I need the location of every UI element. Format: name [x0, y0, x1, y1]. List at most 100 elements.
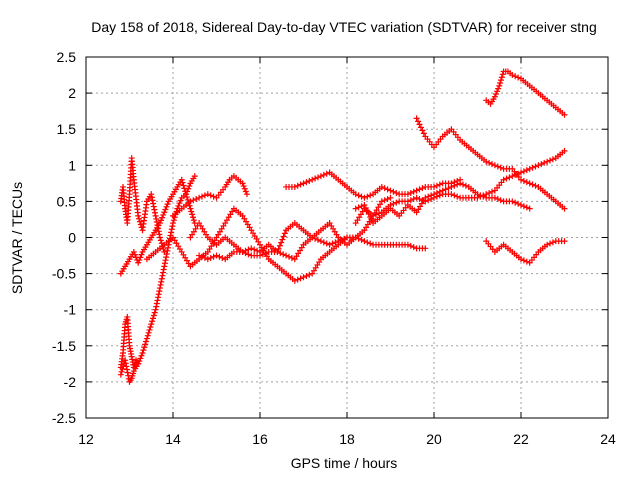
data-point — [448, 191, 455, 198]
data-point — [210, 193, 217, 200]
data-point — [358, 203, 365, 210]
data-point — [364, 208, 371, 215]
data-point — [139, 350, 146, 357]
data-point — [219, 254, 226, 261]
data-point — [532, 163, 539, 170]
data-point — [141, 344, 148, 351]
data-point — [413, 187, 420, 194]
data-point — [544, 241, 551, 248]
data-point — [367, 240, 374, 247]
data-point — [239, 180, 246, 187]
data-point — [387, 187, 394, 194]
x-tick-label: 22 — [513, 431, 529, 447]
series-track-h — [196, 234, 429, 263]
data-point — [216, 253, 223, 260]
data-point — [410, 195, 417, 202]
data-point — [422, 194, 429, 201]
y-tick-label: -1.5 — [52, 338, 76, 354]
data-point — [161, 263, 168, 270]
data-point — [155, 228, 162, 235]
data-point — [491, 194, 498, 201]
data-point — [150, 203, 157, 210]
data-point — [181, 185, 188, 192]
data-point — [262, 250, 269, 257]
series-track-b — [117, 313, 142, 371]
data-point — [242, 188, 249, 195]
x-tick-label: 20 — [426, 431, 442, 447]
data-point — [352, 205, 359, 212]
data-point — [156, 231, 163, 238]
data-point — [213, 252, 220, 259]
data-point — [122, 360, 129, 367]
data-point — [326, 241, 333, 248]
data-point — [163, 203, 170, 210]
data-point — [124, 366, 131, 373]
data-point — [148, 191, 155, 198]
data-point — [515, 74, 522, 81]
series-track-g — [187, 194, 394, 255]
data-point — [297, 181, 304, 188]
data-point — [338, 236, 345, 243]
data-point — [497, 164, 504, 171]
data-point — [362, 205, 369, 212]
data-point — [494, 88, 501, 95]
data-point — [512, 73, 519, 80]
series-track-e — [170, 173, 250, 219]
data-point — [515, 200, 522, 207]
data-point — [276, 242, 283, 249]
data-point — [140, 347, 147, 354]
data-point — [445, 185, 452, 192]
data-point — [291, 277, 298, 284]
data-point — [365, 211, 372, 218]
data-point — [122, 357, 129, 364]
data-point — [280, 251, 287, 258]
data-point — [210, 253, 217, 260]
data-point — [291, 183, 298, 190]
data-point — [163, 254, 170, 261]
y-tick-label: -2 — [64, 374, 77, 390]
data-point — [492, 91, 499, 98]
data-point — [523, 179, 530, 186]
data-point — [143, 338, 150, 345]
data-point — [207, 192, 214, 199]
data-point — [245, 251, 252, 258]
data-point — [355, 192, 362, 199]
data-point — [137, 355, 144, 362]
data-point — [489, 161, 495, 168]
data-point — [294, 182, 301, 189]
data-point — [317, 238, 324, 245]
x-tick-label: 18 — [339, 431, 355, 447]
data-point — [145, 329, 152, 336]
data-point — [425, 193, 432, 200]
data-point — [136, 257, 143, 264]
data-point — [180, 182, 187, 189]
data-point — [241, 185, 248, 192]
data-point — [506, 174, 513, 181]
data-point — [303, 273, 310, 280]
series-track-m — [483, 68, 568, 118]
data-point — [544, 158, 551, 165]
data-point — [416, 195, 423, 202]
data-point — [156, 220, 163, 227]
data-point — [404, 191, 411, 198]
data-point — [199, 253, 205, 260]
series-track-c — [117, 155, 168, 255]
data-point — [428, 192, 435, 199]
data-point — [486, 159, 493, 166]
data-point — [378, 183, 385, 190]
data-point — [150, 200, 157, 207]
data-point — [170, 220, 176, 227]
data-point — [358, 193, 365, 200]
data-point — [158, 217, 165, 224]
data-point — [518, 256, 524, 263]
data-point — [419, 185, 426, 192]
data-point — [158, 278, 165, 285]
x-tick-labels: 12 14 16 18 20 22 24 — [78, 431, 616, 447]
data-point — [526, 205, 533, 212]
data-point — [518, 176, 524, 183]
data-point — [378, 198, 385, 205]
y-tick-label: 0 — [68, 230, 76, 246]
data-point — [153, 300, 160, 307]
data-point — [312, 235, 319, 242]
